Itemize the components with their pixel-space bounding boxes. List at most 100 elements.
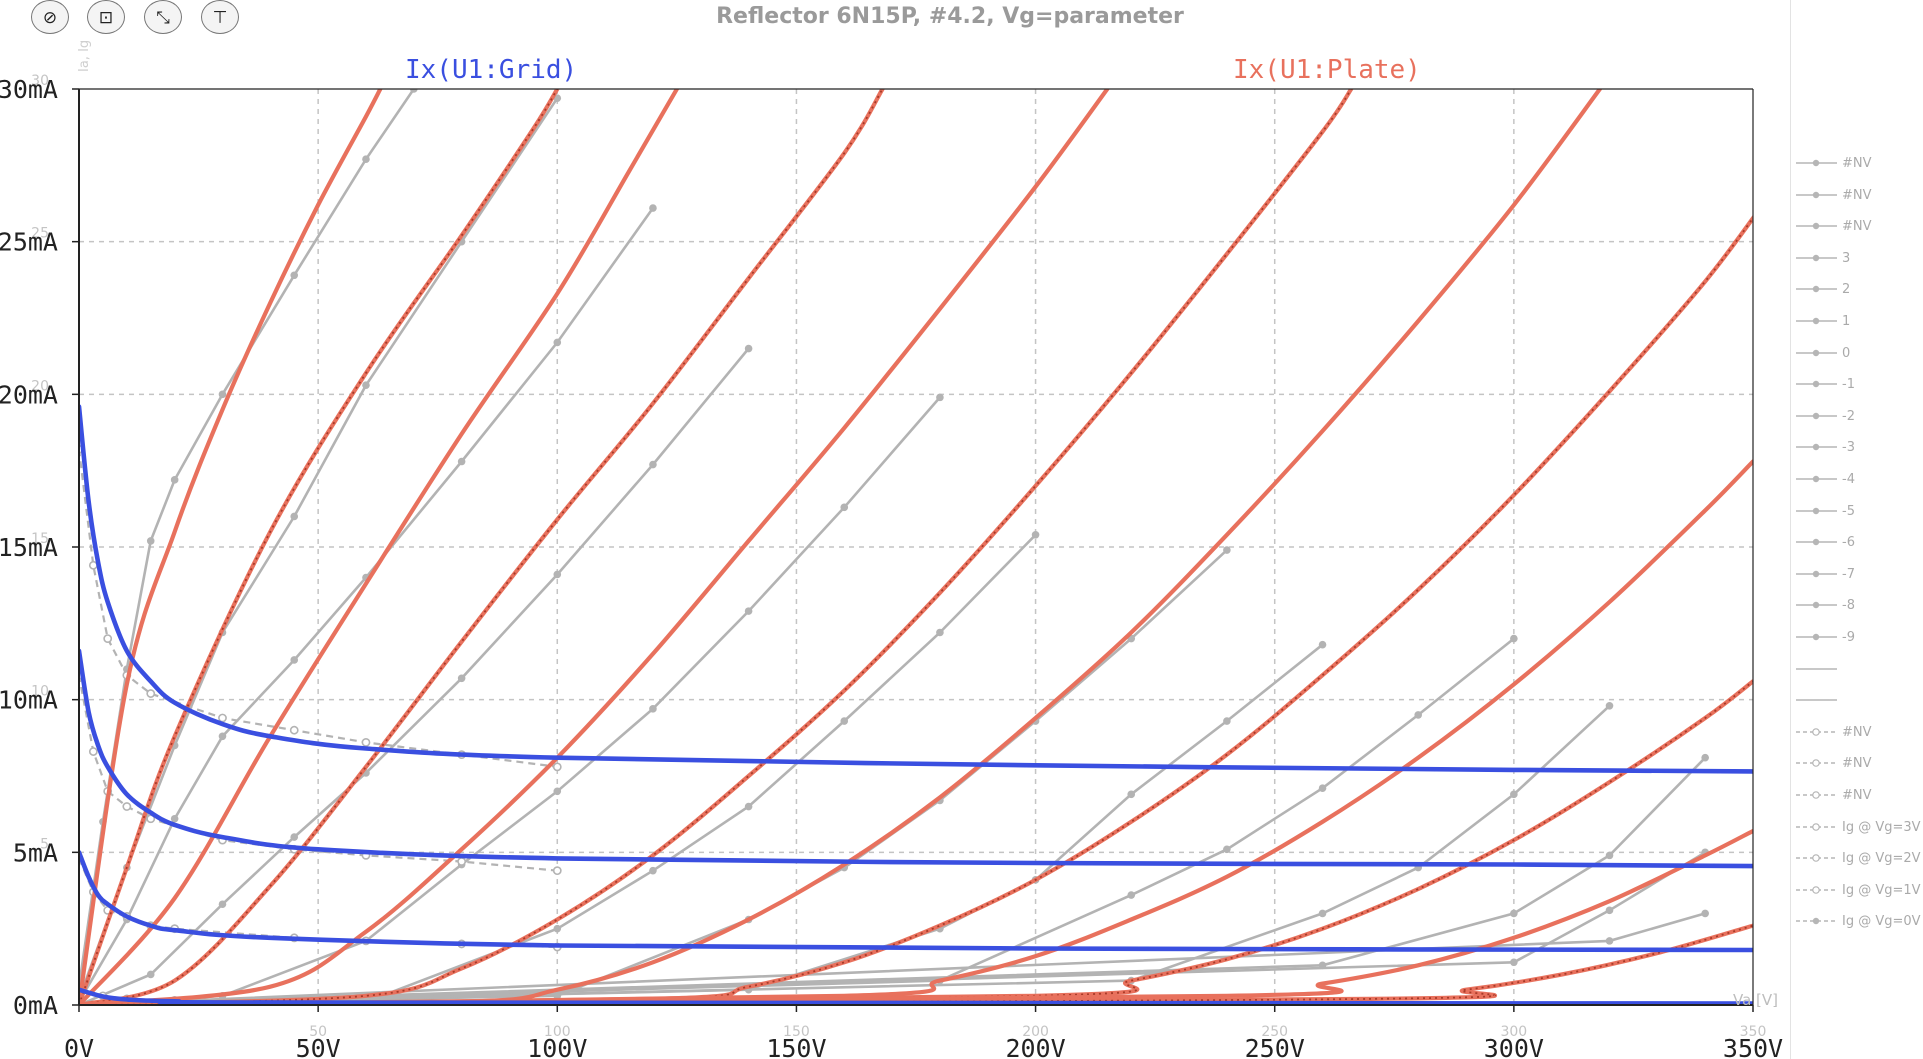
measured-plate-point [1605,906,1614,915]
legend-item[interactable]: -9 [1791,627,1923,647]
legend-swatch-icon [1796,222,1837,230]
legend-item[interactable]: -8 [1791,595,1923,615]
legend-item[interactable]: 1 [1791,311,1923,331]
measured-plate-line [79,396,941,1005]
measured-plate-point [553,924,562,933]
legend-item[interactable]: 2 [1791,279,1923,299]
measured-plate-point [362,155,370,164]
pin-tool-icon[interactable]: ⊤ [201,0,239,34]
legend-item[interactable]: Ig @ Vg=2V [1791,848,1923,868]
measured-plate-point [290,656,299,664]
measured-plate-point [649,705,657,713]
plate-curve-vg-3 [79,89,383,1005]
legend-item[interactable]: #NV [1791,153,1923,173]
y-tick-label: 5mA [13,838,58,867]
measured-plate-point [290,512,299,521]
legend-label: 2 [1842,282,1851,298]
legend-swatch-icon [1796,918,1837,925]
measured-plate-point [553,570,562,579]
plate-curve-line [79,89,885,1005]
legend-item[interactable]: -3 [1791,437,1923,457]
plate-curve-vg--1 [79,89,1110,1005]
legend-label: Ig @ Vg=0V [1842,914,1921,930]
x-tick-label: 200V [1005,1034,1065,1059]
measured-grid-point [146,689,156,698]
legend-item[interactable]: 0 [1791,343,1923,363]
legend-swatch-icon [1796,475,1837,483]
grid-current-curves [79,404,1753,1005]
legend-item[interactable]: Ig @ Vg=1V [1791,880,1923,900]
legend-item[interactable]: -2 [1791,406,1923,426]
plate-curve-vg--2 [79,89,1354,1005]
measured-plate-line [79,756,1707,1005]
x-tick-label: 300V [1484,1034,1544,1059]
grid-curve-line [79,404,1753,774]
legend-item[interactable]: #NV [1791,185,1923,205]
legend-label: #NV [1842,788,1872,803]
legend-item[interactable] [1791,690,1923,710]
legend-swatch-icon [1796,444,1837,451]
legend-item[interactable]: #NV [1791,785,1923,805]
legend-item[interactable]: -1 [1791,374,1923,394]
legend-swatch-icon [1796,727,1837,736]
measured-plate-point [457,457,466,466]
legend-label: -4 [1842,472,1855,487]
legend-swatch-icon [1796,349,1837,356]
legend-item[interactable]: -6 [1791,532,1923,552]
legend-item[interactable] [1791,659,1923,679]
plate-curve-vg--5 [79,459,1753,1005]
zoom-to-fit-icon[interactable]: ⤡ [144,0,182,34]
plate-curve-line [79,89,383,1005]
legend-item[interactable]: Ig @ Vg=0V [1791,911,1923,931]
measured-plate-point [362,381,370,389]
legend-label: -5 [1842,503,1855,519]
x-tick-label: 0V [64,1034,94,1059]
legend-item[interactable]: 3 [1791,248,1923,268]
measured-plate-point [290,271,299,280]
legend-label: #NV [1842,724,1872,740]
zoom-fit-icon[interactable]: ⊡ [87,0,125,34]
measured-plate-curve [79,344,753,1005]
legend-swatch-icon [1796,791,1837,799]
y-axis-label: Ia, Ig [77,40,92,72]
plate-series-title: Ix(U1:Plate) [1233,55,1421,85]
plate-curve-vg--4 [79,214,1753,1005]
tick-labels: 0V 50V 100V 150V 200V 250V 300V 350V0mA5mA10mA1… [0,75,1783,1059]
legend-item[interactable]: -5 [1791,501,1923,521]
y-tick-label: 30mA [0,75,58,104]
legend-swatch-icon [1796,286,1837,293]
chart-plot[interactable]: 50 100 150 200 250 300 350 5 10 15 20 25 30 0V 50V 100… [0,0,1790,1059]
legend-item[interactable]: #NV [1791,753,1923,773]
measured-plate-point [1127,891,1136,899]
measured-plate-point [1701,909,1709,918]
measured-plate-point [1605,937,1614,945]
measured-plate-point [218,900,227,909]
plate-curve-overlay [79,216,1753,1005]
plate-curve-line [79,214,1753,1005]
legend-label: #NV [1842,219,1872,235]
legend-label: #NV [1842,156,1872,171]
legend-item[interactable]: #NV [1791,722,1923,742]
x-minor-tick-label: 300 [1500,1024,1527,1040]
legend-swatch-icon [1796,699,1837,701]
measured-grid-point [457,857,467,866]
legend-item[interactable]: -4 [1791,469,1923,489]
legend-item[interactable]: -7 [1791,564,1923,584]
grid-curve-line [79,850,1753,953]
legend-label: #NV [1842,187,1872,203]
legend-panel: #NV #NV #NV 3 2 1 0 -1 -2 -3 -4 -5 -6 -7 -8 -9 #NV #NV #NV… [1790,0,1923,1059]
legend-label: Ig @ Vg=3V [1842,819,1921,835]
measured-plate-point [649,460,657,469]
legend-label: -7 [1842,566,1855,582]
x-axis-label: Va [V] [1733,991,1778,1009]
measured-plate-point [1031,530,1040,539]
measured-plate-point [457,674,466,683]
measured-plate-curve [79,204,657,1005]
measured-plate-point [744,344,753,353]
plate-curve-line [79,459,1753,1005]
measured-plate-point [170,476,179,484]
legend-item[interactable]: #NV [1791,216,1923,236]
x-tick-label: 150V [766,1034,826,1059]
zoom-cancel-icon[interactable]: ⊘ [31,0,69,34]
legend-item[interactable]: Ig @ Vg=3V [1791,817,1923,837]
